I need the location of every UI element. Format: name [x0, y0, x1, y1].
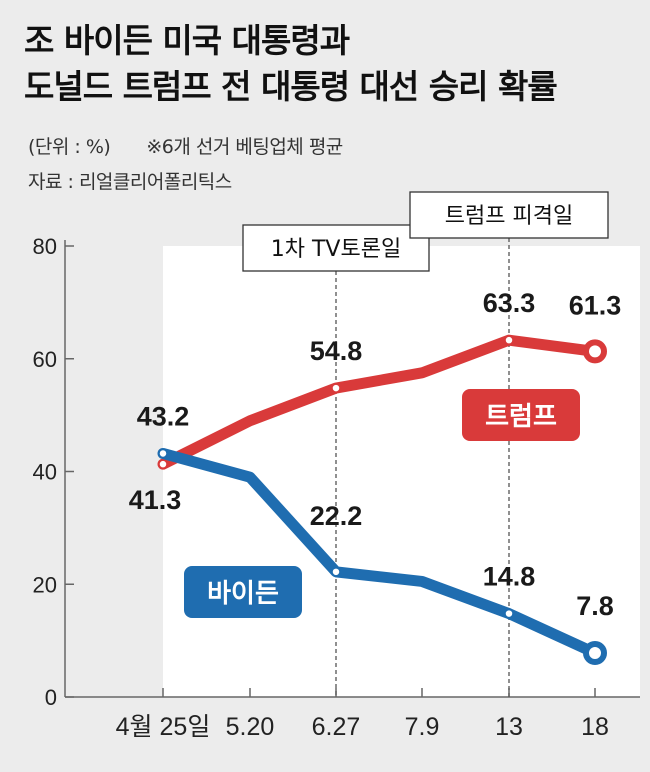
series-badge — [184, 566, 302, 618]
event-label: 1차 TV토론일 — [271, 237, 401, 262]
data-point — [504, 335, 514, 345]
data-point — [504, 608, 514, 619]
series-badge-label: 트럼프 — [485, 402, 557, 432]
x-tick-label: 18 — [581, 713, 609, 741]
chart-title: 조 바이든 미국 대통령과 도널드 트럼프 전 대통령 대선 승리 확률 — [24, 18, 558, 110]
x-tick-label: 5.20 — [226, 713, 275, 741]
data-label: 63.3 — [483, 288, 536, 318]
data-label: 43.2 — [137, 401, 190, 431]
data-label: 22.2 — [310, 501, 363, 531]
unit-note: (단위 : %) — [28, 136, 111, 158]
method-note: ※6개 선거 베팅업체 평균 — [146, 136, 343, 158]
x-tick-label: 4월 25일 — [116, 713, 211, 741]
event-label-box — [242, 224, 430, 272]
data-point — [331, 383, 341, 393]
series-line — [157, 334, 601, 470]
y-tick-label: 40 — [33, 460, 57, 485]
data-label: 54.8 — [310, 336, 363, 366]
data-label: 61.3 — [569, 290, 622, 320]
event-label: 트럼프 피격일 — [445, 204, 573, 229]
series-badge — [462, 389, 580, 441]
data-label: 41.3 — [129, 485, 182, 515]
series-badge-label: 바이든 — [207, 579, 279, 609]
x-tick-label: 6.27 — [312, 713, 361, 741]
data-point-end — [583, 641, 607, 666]
x-tick-label: 7.9 — [405, 713, 440, 741]
y-tick-label: 80 — [33, 234, 57, 259]
data-label: 14.8 — [483, 562, 536, 592]
chart-title-line-2: 도널드 트럼프 전 대통령 대선 승리 확률 — [24, 67, 558, 106]
y-tick-label: 0 — [45, 685, 57, 710]
data-label: 7.8 — [576, 591, 614, 621]
y-tick-label: 60 — [33, 347, 57, 372]
data-point — [331, 567, 341, 577]
chart-title-line-1: 조 바이든 미국 대통령과 — [24, 21, 350, 60]
y-tick-label: 20 — [33, 572, 57, 597]
x-tick-label: 13 — [495, 713, 523, 741]
data-point — [158, 448, 168, 459]
data-point — [158, 459, 168, 469]
event-label-box — [409, 191, 609, 239]
series-line — [157, 447, 601, 659]
data-point-end — [583, 339, 607, 364]
source-note: 자료 : 리얼클리어폴리틱스 — [28, 171, 232, 193]
unit-note-row: (단위 : %) ※6개 선거 베팅업체 평균 — [28, 132, 343, 159]
